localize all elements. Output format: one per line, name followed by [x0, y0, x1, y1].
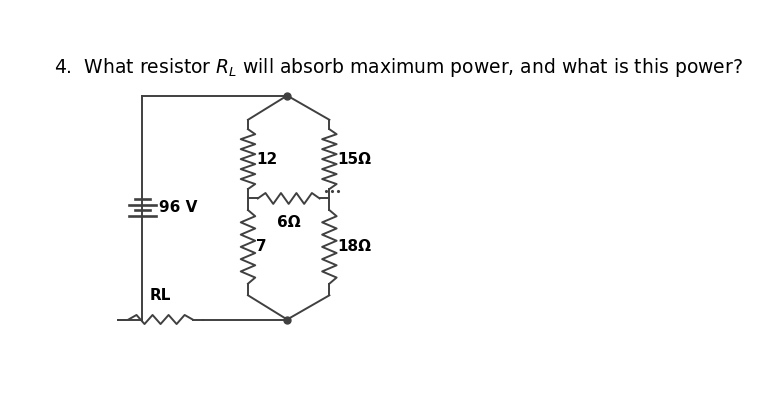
Text: 7: 7 [256, 239, 266, 254]
Text: RL: RL [150, 288, 171, 303]
Text: 12: 12 [256, 152, 277, 167]
Text: 15Ω: 15Ω [337, 152, 371, 167]
Text: 96 V: 96 V [159, 200, 198, 215]
Text: 4.  What resistor $R_L$ will absorb maximum power, and what is this power?: 4. What resistor $R_L$ will absorb maxim… [54, 56, 743, 79]
Text: 18Ω: 18Ω [337, 239, 371, 254]
Text: 6Ω: 6Ω [277, 215, 300, 230]
